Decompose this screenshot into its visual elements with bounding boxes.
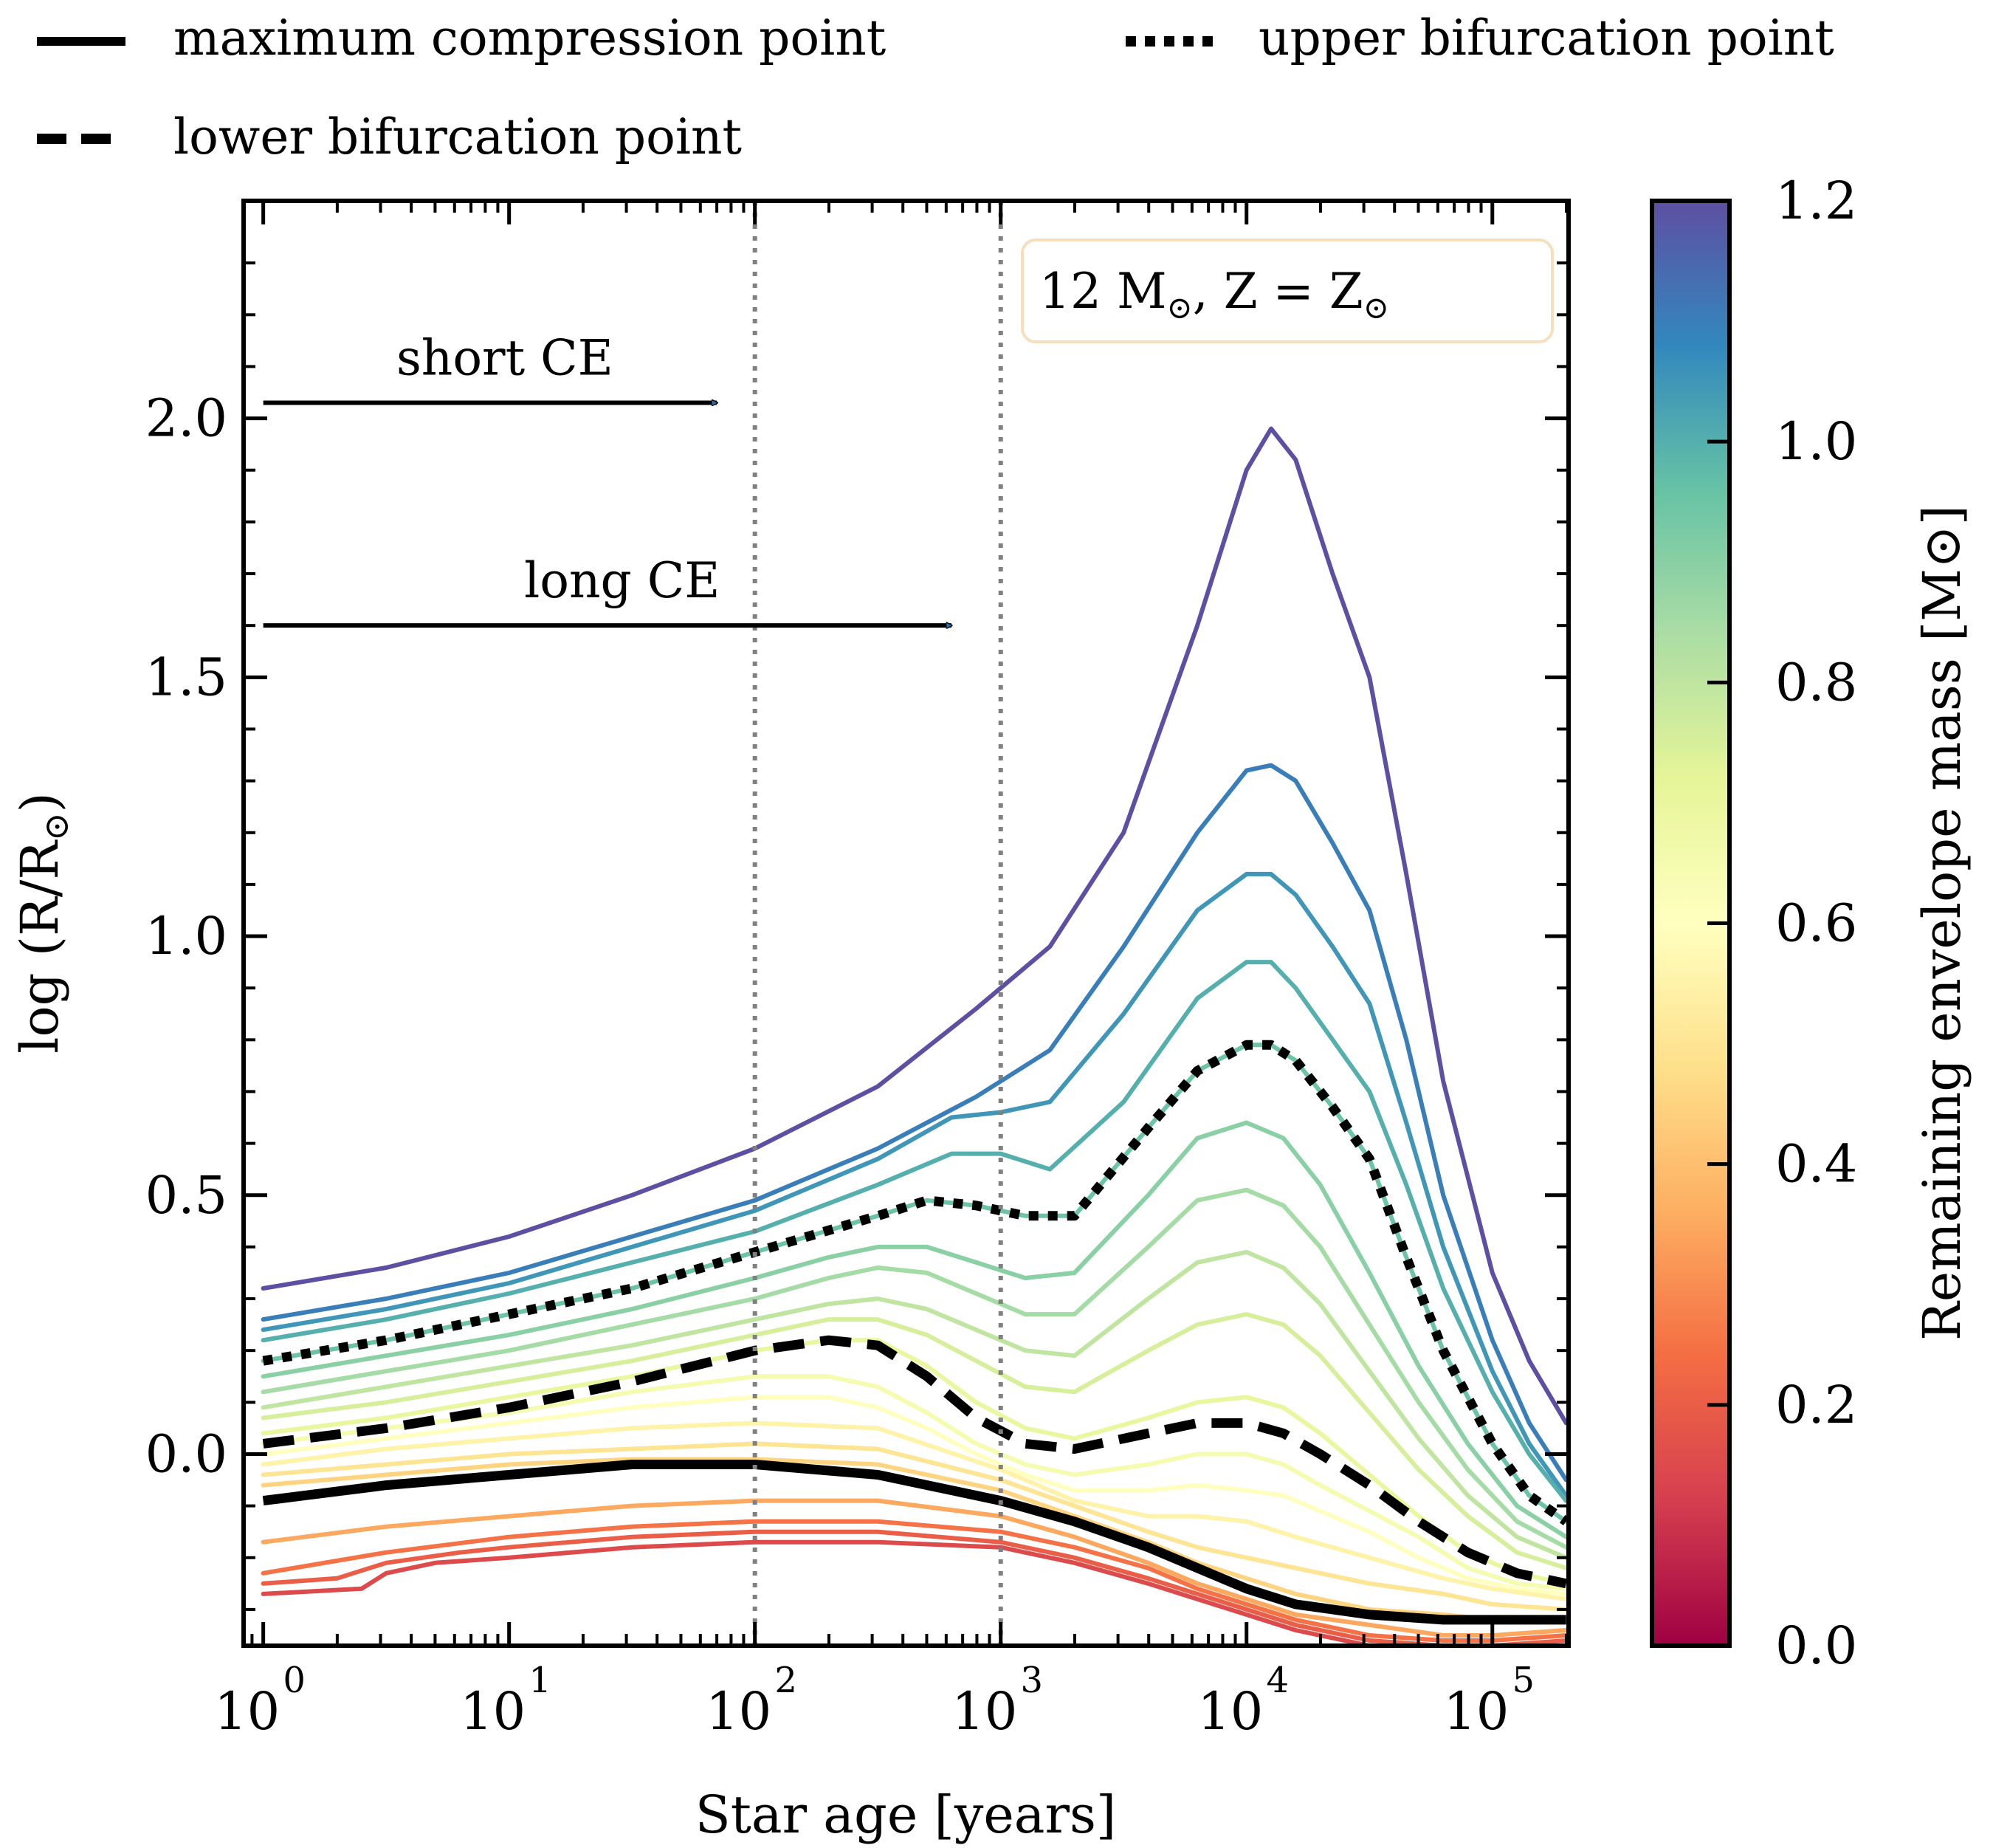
legend-label-upper-bifurcation: upper bifurcation point — [1259, 10, 1834, 66]
colorbar-tick-label: 1.0 — [1775, 411, 1857, 472]
colorbar-tick-label: 1.2 — [1775, 171, 1857, 231]
y-tick-label: 0.5 — [145, 1165, 227, 1226]
envelope-curve — [261, 1395, 1569, 1596]
envelope-curve — [261, 960, 1569, 1503]
envelope-curve — [261, 1120, 1569, 1539]
envelope-curve — [261, 1498, 1569, 1638]
curves-group — [261, 426, 1569, 1646]
y-tick-label: 1.0 — [145, 906, 227, 966]
envelope-curve — [261, 1519, 1569, 1643]
annotation-frame — [1021, 238, 1554, 343]
x-tick-label: 10 — [1443, 1681, 1509, 1742]
colorbar-tick-label: 0.6 — [1775, 893, 1857, 954]
annotation-sun-1: ⊙ — [1167, 289, 1193, 326]
model-annotation: 12 M⊙, Z = Z⊙ — [1021, 238, 1554, 343]
annotation-text: 12 M⊙, Z = Z⊙ — [1039, 263, 1389, 326]
envelope-curve — [261, 426, 1569, 1426]
envelope-curve — [261, 1421, 1569, 1601]
envelope-curve — [261, 763, 1569, 1483]
x-tick-label: 10 — [951, 1681, 1017, 1742]
colorbar: 0.0 0.2 0.4 0.6 0.8 1.0 1.2 Remaining envelope… — [1650, 171, 1972, 1676]
envelope-curve — [261, 1441, 1569, 1612]
vlines-group — [752, 201, 1003, 1646]
colorbar-tick-label: 0.8 — [1775, 652, 1857, 712]
legend: maximum compression point upper bifurcat… — [37, 10, 1834, 165]
envelope-curve — [261, 1529, 1569, 1646]
plot-frame — [241, 199, 1571, 1648]
y-tick-label: 0.0 — [145, 1423, 227, 1484]
envelope-curve — [261, 871, 1569, 1498]
x-tick-label: 10 — [214, 1681, 280, 1742]
upper-bifurcation-curve — [262, 1040, 1569, 1526]
legend-label-lower-bifurcation: lower bifurcation point — [173, 109, 742, 165]
envelope-curve — [261, 1187, 1569, 1550]
long-ce-label: long CE — [524, 552, 720, 609]
x-tick-label: 10 — [706, 1681, 771, 1742]
special-curves-group — [262, 1040, 1569, 1625]
y-axis-ticks: 0.0 0.5 1.0 1.5 2.0 — [145, 261, 1569, 1611]
colorbar-ticks: 0.0 0.2 0.4 0.6 0.8 1.0 1.2 — [1707, 171, 1857, 1676]
colorbar-tick-label: 0.0 — [1775, 1615, 1857, 1676]
y-tick-label: 2.0 — [145, 388, 227, 449]
annotation-mass: 12 M — [1039, 263, 1167, 320]
colorbar-label: Remaining envelope mass [M⊙] — [1912, 505, 1972, 1341]
x-axis-label: Star age [years] — [695, 1785, 1116, 1845]
y-axis-sun: ⊙ — [36, 812, 76, 841]
lower-bifurcation-curve — [262, 1335, 1568, 1589]
x-tick-exponent: 4 — [1266, 1660, 1289, 1701]
envelope-curve — [261, 1338, 1569, 1586]
x-tick-exponent: 3 — [1020, 1660, 1043, 1701]
max-compression-curve — [262, 1460, 1566, 1625]
envelope-curve — [261, 1312, 1569, 1570]
arrows-group: short CE long CE — [263, 330, 951, 626]
x-tick-exponent: 5 — [1512, 1660, 1535, 1701]
annotation-sun-2: ⊙ — [1363, 289, 1389, 326]
x-tick-label: 10 — [460, 1681, 526, 1742]
envelope-curve — [261, 1249, 1569, 1560]
envelope-curve — [261, 1457, 1569, 1622]
y-tick-label: 1.5 — [145, 647, 227, 707]
colorbar-tick-label: 0.4 — [1775, 1134, 1857, 1195]
x-tick-exponent: 0 — [283, 1660, 306, 1701]
envelope-curve — [261, 1539, 1569, 1646]
short-ce-label: short CE — [396, 330, 613, 387]
x-tick-exponent: 2 — [774, 1660, 797, 1701]
x-tick-exponent: 1 — [529, 1660, 551, 1701]
envelope-curve — [261, 1374, 1569, 1591]
x-tick-label: 10 — [1197, 1681, 1263, 1742]
legend-label-max-compression: maximum compression point — [173, 10, 886, 66]
y-axis-label: log (R/R⊙) — [10, 792, 76, 1054]
annotation-z: , Z = Z — [1193, 263, 1363, 320]
colorbar-tick-label: 0.2 — [1775, 1375, 1857, 1435]
